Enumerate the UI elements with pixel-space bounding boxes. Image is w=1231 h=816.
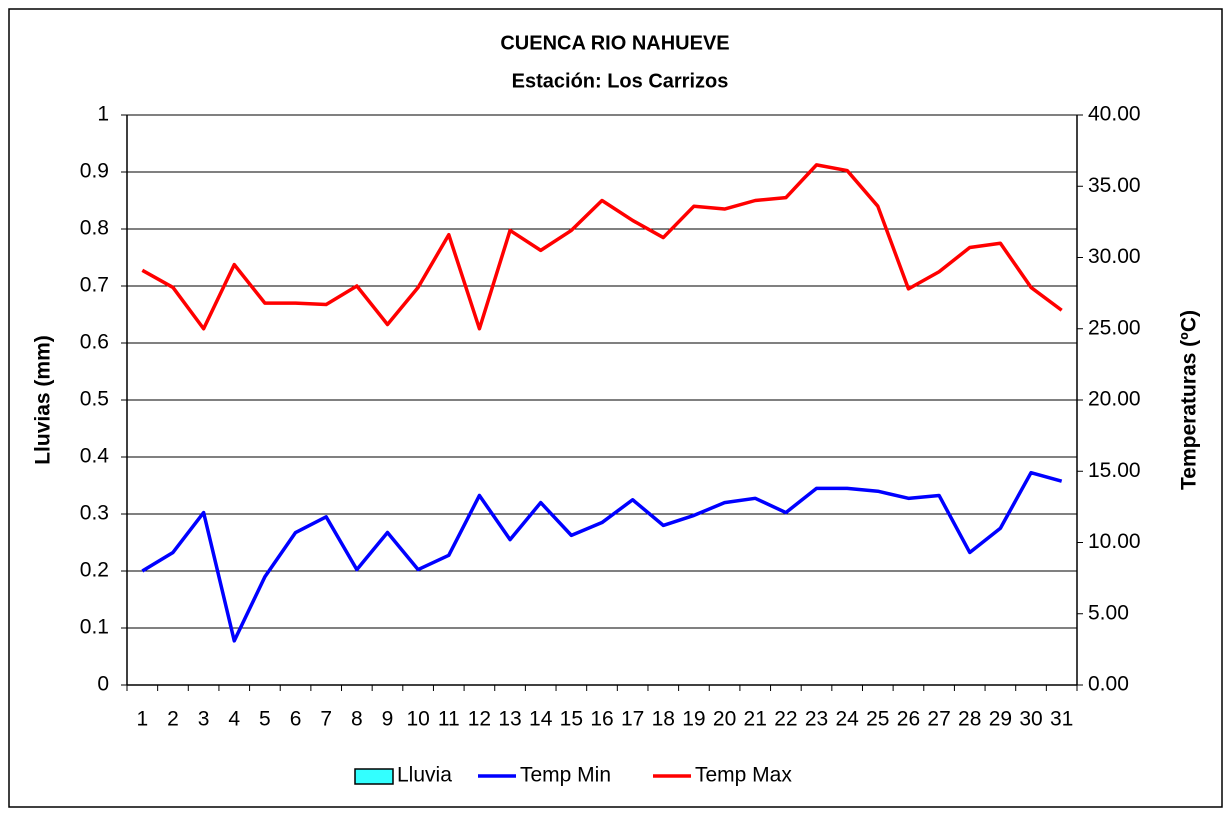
y2-axis-title: Temperaturas (ºC): [1178, 310, 1201, 490]
y2-tick-label: 30.00: [1088, 245, 1141, 268]
x-tick-label: 26: [897, 708, 920, 731]
y2-tick-label: 10.00: [1088, 530, 1141, 553]
legend-label: Lluvia: [397, 764, 452, 787]
y-tick-label: 0.1: [80, 616, 109, 639]
legend-label: Temp Max: [695, 764, 792, 787]
x-tick-label: 3: [198, 708, 210, 731]
legend-swatch: [354, 768, 394, 785]
x-tick-label: 30: [1019, 708, 1042, 731]
y-axis-title: Lluvias (mm): [32, 335, 55, 465]
legend-label: Temp Min: [520, 764, 611, 787]
x-tick-label: 24: [835, 708, 859, 731]
x-tick-label: 13: [498, 708, 521, 731]
x-tick-label: 8: [351, 708, 363, 731]
chart-subtitle: Estación: Los Carrizos: [512, 70, 729, 92]
chart-border: [8, 8, 1223, 808]
y2-tick-label: 5.00: [1088, 601, 1129, 624]
y2-tick-label: 35.00: [1088, 174, 1141, 197]
x-tick-label: 9: [382, 708, 394, 731]
y-tick-label: 0.7: [80, 274, 109, 297]
x-tick-label: 29: [989, 708, 1012, 731]
x-tick-label: 7: [320, 708, 332, 731]
y-tick-label: 0.3: [80, 502, 109, 525]
x-tick-label: 17: [621, 708, 644, 731]
x-tick-label: 11: [438, 708, 460, 731]
y2-tick-label: 0.00: [1088, 673, 1129, 696]
x-tick-label: 16: [590, 708, 613, 731]
x-tick-label: 5: [259, 708, 271, 731]
x-tick-label: 14: [529, 708, 553, 731]
x-tick-label: 6: [290, 708, 302, 731]
line-series: [141, 163, 1063, 331]
y2-tick-label: 40.00: [1088, 103, 1141, 126]
x-tick-label: 28: [958, 708, 981, 731]
y-tick-label: 0.2: [80, 559, 109, 582]
x-tick-label: 27: [927, 708, 950, 731]
x-tick-label: 2: [167, 708, 179, 731]
y-tick-label: 0.6: [80, 331, 109, 354]
y2-tick-label: 15.00: [1088, 459, 1141, 482]
y-tick-label: 0.5: [80, 388, 109, 411]
x-tick-label: 12: [468, 708, 491, 731]
x-tick-label: 20: [713, 708, 736, 731]
x-tick-label: 1: [136, 708, 148, 731]
x-tick-label: 19: [682, 708, 705, 731]
y2-tick-label: 25.00: [1088, 316, 1141, 339]
x-tick-label: 22: [774, 708, 797, 731]
chart-title: CUENCA RIO NAHUEVE: [500, 32, 729, 54]
x-tick-label: 21: [744, 708, 767, 731]
x-tick-label: 31: [1050, 708, 1073, 731]
x-tick-label: 10: [406, 708, 429, 731]
x-tick-label: 15: [560, 708, 583, 731]
y-tick-label: 0.9: [80, 160, 109, 183]
line-series: [141, 470, 1063, 643]
y-tick-label: 0.4: [80, 445, 110, 468]
x-tick-label: 25: [866, 708, 889, 731]
y2-tick-label: 20.00: [1088, 388, 1141, 411]
x-tick-label: 18: [652, 708, 675, 731]
y-tick-label: 0.8: [80, 217, 109, 240]
y-tick-label: 0: [97, 673, 109, 696]
x-tick-label: 23: [805, 708, 828, 731]
y-tick-label: 1: [97, 103, 109, 126]
x-tick-label: 4: [228, 708, 240, 731]
